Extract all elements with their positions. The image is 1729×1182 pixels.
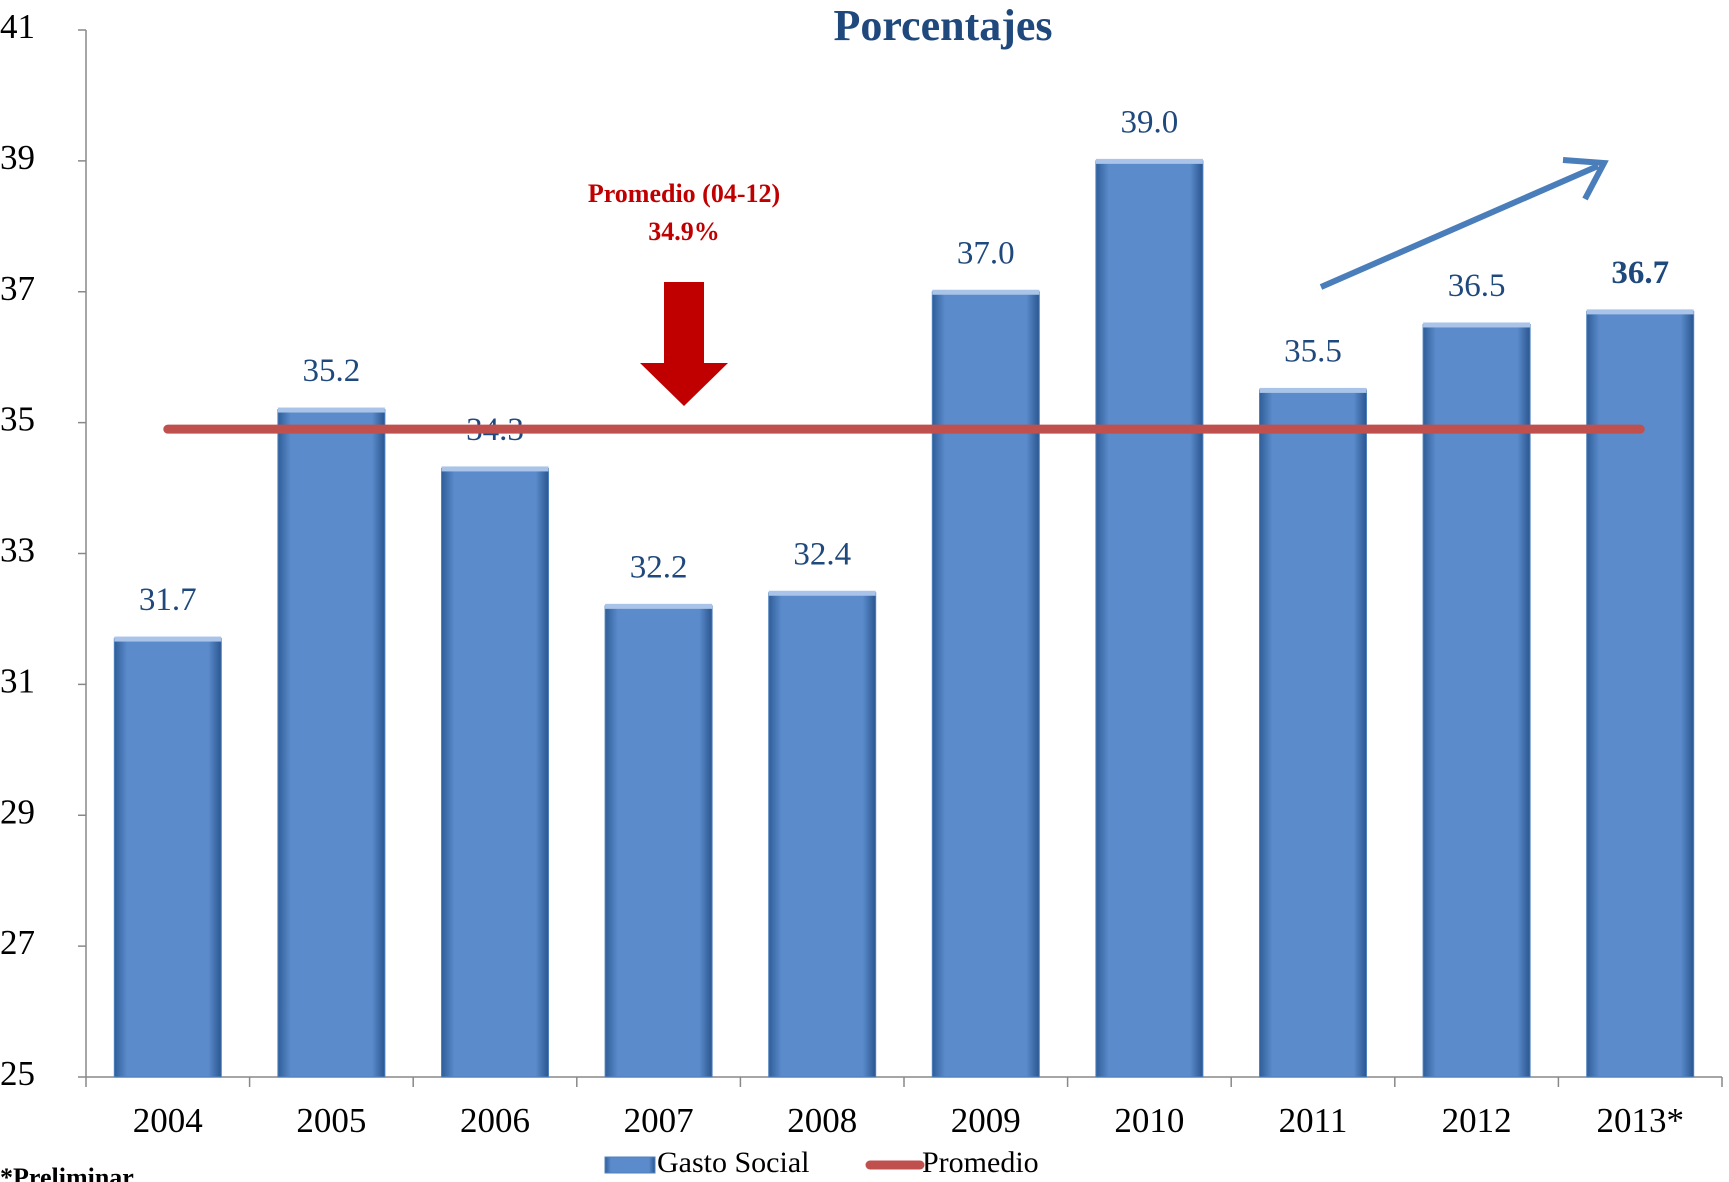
legend-label: Gasto Social [657, 1146, 809, 1179]
bar-top [441, 466, 549, 472]
x-tick-label: 2007 [624, 1101, 694, 1140]
value-label: 32.2 [630, 549, 688, 585]
bar [604, 605, 713, 1078]
y-tick-label: 33 [0, 531, 35, 570]
value-label: 31.7 [139, 582, 197, 618]
chart-title: Porcentajes [833, 1, 1052, 50]
value-label: 35.5 [1284, 333, 1342, 369]
value-label: 35.2 [303, 353, 361, 389]
value-label: 36.5 [1448, 268, 1506, 304]
bar-top [605, 603, 713, 609]
y-tick-label: 27 [0, 923, 35, 962]
bar [113, 638, 222, 1078]
value-label: 36.7 [1611, 255, 1669, 291]
bar-top [114, 636, 222, 642]
y-tick-label: 35 [0, 400, 35, 439]
bar [768, 592, 877, 1078]
bar-top [1095, 158, 1203, 164]
y-tick-label: 31 [0, 661, 35, 700]
y-tick-label: 29 [0, 792, 35, 831]
bar-top [932, 289, 1040, 295]
y-tick-label: 25 [0, 1054, 35, 1093]
x-tick-label: 2006 [460, 1101, 530, 1140]
bar-top [1586, 309, 1694, 315]
value-label: 37.0 [957, 235, 1015, 271]
down-arrow [640, 282, 728, 406]
y-tick-label: 39 [0, 138, 35, 177]
value-label: 39.0 [1121, 104, 1179, 140]
value-label: 32.4 [793, 536, 851, 572]
bar [1422, 323, 1531, 1078]
bar [1259, 389, 1367, 1078]
x-tick-label: 2011 [1279, 1101, 1348, 1140]
bar [277, 409, 386, 1078]
x-tick-label: 2005 [296, 1101, 366, 1140]
bar-top [1423, 322, 1531, 328]
bar-top [277, 407, 385, 413]
x-tick-label: 2012 [1442, 1101, 1512, 1140]
bar [1586, 310, 1695, 1078]
trend-arrow [1319, 157, 1609, 290]
bar [1095, 160, 1204, 1078]
bar-top [1259, 387, 1367, 393]
x-tick-label: 2009 [951, 1101, 1021, 1140]
x-tick-label: 2010 [1114, 1101, 1184, 1140]
annotation: Promedio (04-12) [588, 179, 780, 208]
bar [441, 467, 549, 1078]
x-tick-label: 2013* [1596, 1101, 1684, 1140]
y-tick-label: 37 [0, 269, 35, 308]
legend-swatch [604, 1156, 656, 1174]
footnote: *Preliminar [0, 1163, 134, 1182]
annotation: 34.9% [648, 217, 720, 246]
bar [931, 291, 1040, 1078]
y-tick-label: 41 [0, 7, 35, 46]
legend-label: Promedio [922, 1146, 1039, 1179]
x-tick-label: 2008 [787, 1101, 857, 1140]
x-tick-label: 2004 [133, 1101, 203, 1140]
bar-top [768, 590, 876, 596]
